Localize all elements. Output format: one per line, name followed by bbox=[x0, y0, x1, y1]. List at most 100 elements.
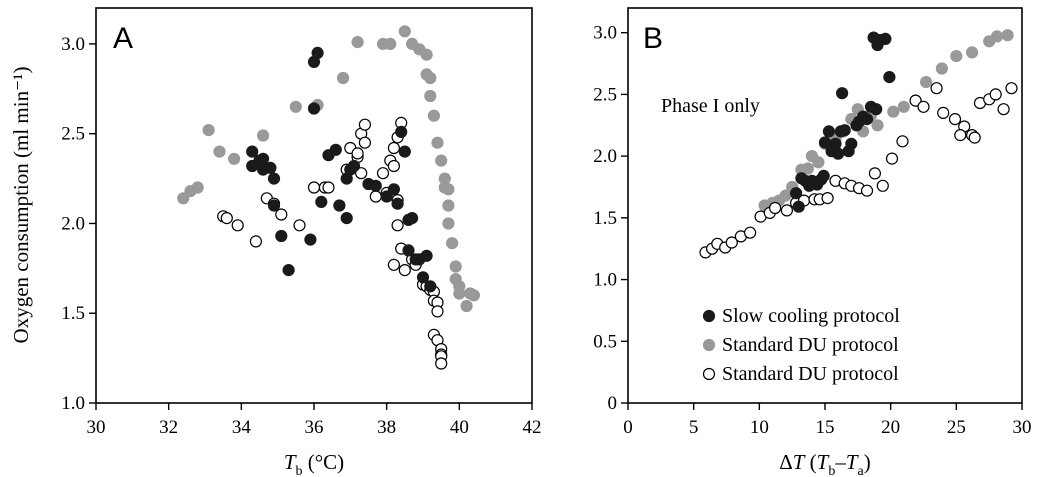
panel-a-y-tick-label: 1.5 bbox=[61, 303, 85, 324]
panel-b-x-tick-label: 0 bbox=[623, 417, 633, 438]
panel-b-points bbox=[699, 29, 1018, 259]
panel-a-point-open bbox=[369, 190, 382, 203]
panel-a-point-gray bbox=[191, 181, 204, 194]
panel-a-point-black bbox=[391, 197, 404, 210]
panel-a-point-gray bbox=[435, 154, 448, 167]
panel-b-point-open bbox=[989, 88, 1002, 101]
panel-a-point-gray bbox=[446, 237, 459, 250]
panel-a-point-open bbox=[358, 118, 371, 131]
panel-a-x-tick-label: 34 bbox=[232, 417, 252, 438]
panel-a-x-tick-label: 42 bbox=[523, 417, 542, 438]
panel-b-point-open bbox=[954, 129, 967, 142]
panel-b-point-black bbox=[838, 124, 851, 137]
panel-b-point-open bbox=[868, 167, 882, 180]
panel-a-point-open bbox=[322, 181, 335, 194]
panel-a-point-open bbox=[391, 219, 404, 232]
panel-a-point-black bbox=[246, 159, 259, 173]
panel-a-point-gray bbox=[420, 48, 433, 61]
panel-b-point-black bbox=[792, 200, 805, 213]
panel-b-point-black bbox=[860, 112, 874, 126]
panel-a-point-gray bbox=[177, 192, 190, 205]
panel-a-point-open bbox=[275, 208, 288, 221]
panel-b-point-black bbox=[835, 87, 849, 100]
panel-a-point-gray bbox=[351, 35, 364, 49]
panel-a-point-black bbox=[267, 172, 281, 185]
panel-b-point-open bbox=[930, 82, 943, 95]
panel-b-point-open bbox=[1005, 82, 1018, 95]
panel-b-point-black bbox=[879, 32, 892, 46]
panel-a-point-gray bbox=[228, 152, 241, 165]
panel-b-point-black bbox=[822, 125, 836, 138]
panel-b-point-open bbox=[937, 106, 950, 120]
panel-a-point-open bbox=[220, 212, 233, 225]
panel-b-point-gray bbox=[801, 162, 815, 175]
panel-a-x-axis-label: Tb (°C) bbox=[284, 450, 344, 477]
panel-a-point-black bbox=[424, 280, 437, 293]
panel-b-y-tick-label: 1.0 bbox=[593, 270, 617, 291]
legend-marker-standard-du-gray bbox=[702, 338, 716, 352]
panel-a-point-open bbox=[358, 136, 371, 149]
panel-a-point-open bbox=[355, 167, 368, 180]
panel-b-x-tick-label: 15 bbox=[816, 417, 835, 438]
panel-a-x-tick-label: 40 bbox=[450, 417, 469, 438]
panel-a-point-open bbox=[293, 219, 306, 232]
panel-a-point-black bbox=[311, 46, 324, 60]
panel-a-point-gray bbox=[431, 136, 444, 149]
panel-a-point-open bbox=[387, 141, 400, 155]
panel-b-point-black bbox=[883, 70, 896, 84]
panel-b-point-open bbox=[948, 112, 962, 126]
panel-b-annotation: Phase I only bbox=[661, 95, 760, 117]
panel-a-point-gray bbox=[202, 124, 215, 137]
panel-b-y-tick-label: 3.0 bbox=[593, 23, 617, 44]
panel-b-y-tick-label: 0.5 bbox=[593, 331, 617, 352]
panel-a-point-black bbox=[406, 212, 419, 225]
panel-a-point-open bbox=[387, 258, 400, 271]
panel-b-point-black bbox=[817, 169, 830, 182]
panel-a-point-gray bbox=[427, 109, 440, 122]
panel-b-legend: Slow cooling protocol Standard DU protoc… bbox=[702, 305, 900, 385]
panel-a-point-black bbox=[246, 145, 259, 158]
panel-a-point-black bbox=[402, 244, 415, 257]
panel-b-point-gray bbox=[897, 100, 910, 113]
panel-a-point-gray bbox=[337, 71, 350, 85]
panel-a-point-gray bbox=[257, 129, 270, 142]
panel-a-point-open bbox=[351, 147, 364, 160]
panel-b-point-open bbox=[885, 152, 899, 165]
panel-b-point-gray bbox=[871, 119, 884, 132]
panel-b-point-gray bbox=[990, 30, 1004, 43]
panel-a-point-black bbox=[315, 195, 328, 208]
panel-b-point-gray bbox=[887, 105, 900, 118]
panel-b-point-open bbox=[896, 135, 909, 148]
panel-b-point-open bbox=[909, 94, 922, 107]
panel-b-point-black bbox=[829, 137, 842, 150]
panel-b-x-axis-label: ΔT (Tb–Ta) bbox=[779, 450, 871, 477]
panel-a-point-gray bbox=[289, 100, 302, 113]
panel-a-point-black bbox=[257, 163, 270, 176]
panel-a-points bbox=[177, 25, 480, 370]
panel-a-point-gray bbox=[213, 145, 226, 158]
panel-b-point-black bbox=[870, 103, 883, 116]
panel-b-x-tick-label: 10 bbox=[750, 417, 769, 438]
panel-a-point-gray bbox=[424, 71, 437, 85]
panel-a-x-tick-label: 30 bbox=[87, 417, 106, 438]
panel-a-y-tick-label: 3.0 bbox=[61, 34, 85, 55]
panel-a-y-tick-label: 2.0 bbox=[61, 213, 85, 234]
panel-a-point-black bbox=[333, 199, 346, 212]
panel-b-x-tick-label: 25 bbox=[947, 417, 966, 438]
panel-b-x-tick-label: 20 bbox=[881, 417, 900, 438]
panel-b-point-open bbox=[725, 236, 738, 249]
panel-a-point-gray bbox=[467, 289, 480, 302]
panel-a-point-gray bbox=[449, 260, 462, 273]
panel-a-x-tick-label: 36 bbox=[305, 417, 324, 438]
legend-label-standard-du-gray: Standard DU protocol bbox=[722, 334, 899, 356]
panel-a-point-black bbox=[340, 212, 353, 225]
panel-b-point-open bbox=[860, 184, 874, 197]
panel-b-point-black bbox=[789, 187, 803, 200]
panel-a-point-black bbox=[380, 190, 393, 203]
panel-a-point-black bbox=[307, 102, 321, 115]
panel-b-y-tick-label: 0 bbox=[608, 393, 618, 414]
panel-a-x-tick-label: 32 bbox=[159, 417, 178, 438]
panel-b-point-gray bbox=[935, 62, 949, 75]
legend-label-standard-du-open: Standard DU protocol bbox=[722, 363, 899, 385]
